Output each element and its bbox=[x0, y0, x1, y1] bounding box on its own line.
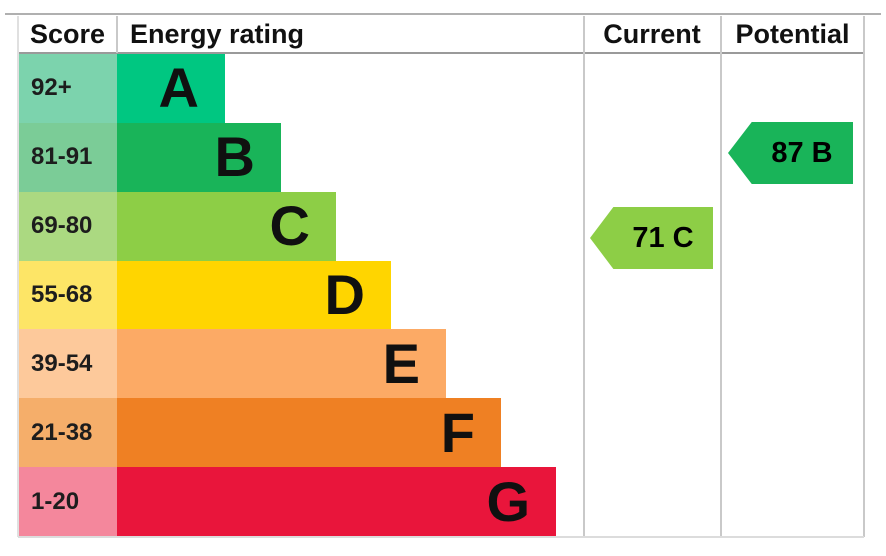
score-range-label: 81-91 bbox=[18, 122, 117, 192]
band-row-c: 69-80 C bbox=[18, 191, 864, 261]
score-column-header: Score bbox=[29, 19, 106, 49]
rating-bar-g: G bbox=[117, 467, 556, 537]
band-row-e: 39-54 E bbox=[18, 329, 864, 399]
potential-rating-arrow: 87 B bbox=[728, 122, 853, 184]
top-border-line bbox=[5, 13, 881, 15]
current-column-divider bbox=[583, 16, 585, 537]
rating-bar-c: C bbox=[117, 191, 336, 261]
header-underline bbox=[18, 52, 864, 54]
score-range-label: 21-38 bbox=[18, 398, 117, 468]
rating-bar-e: E bbox=[117, 329, 446, 399]
current-column-header: Current bbox=[603, 19, 701, 49]
band-row-b: 81-91 B bbox=[18, 122, 864, 192]
score-range-label: 55-68 bbox=[18, 260, 117, 330]
rating-bar-b: B bbox=[117, 122, 281, 192]
current-rating-label: 71 C bbox=[632, 221, 694, 254]
score-rating-divider bbox=[116, 16, 118, 53]
table-left-border bbox=[17, 16, 19, 537]
score-range-label: 39-54 bbox=[18, 329, 117, 399]
energy-rating-column-header: Energy rating bbox=[130, 19, 305, 49]
band-row-a: 92+ A bbox=[18, 54, 864, 123]
potential-column-divider bbox=[720, 16, 722, 537]
band-row-d: 55-68 D bbox=[18, 260, 864, 330]
potential-column-header: Potential bbox=[735, 19, 850, 49]
band-row-f: 21-38 F bbox=[18, 398, 864, 468]
table-right-border bbox=[863, 16, 865, 537]
rating-bands: 92+ A 81-91 B 69-80 C 55-68 D 39-54 E 21-38 F 1-20 G bbox=[18, 54, 864, 537]
potential-rating-label: 87 B bbox=[771, 136, 833, 169]
band-row-g: 1-20 G bbox=[18, 467, 864, 537]
rating-bar-a: A bbox=[117, 54, 225, 123]
score-range-label: 69-80 bbox=[18, 191, 117, 261]
score-range-label: 1-20 bbox=[18, 467, 117, 537]
score-range-label: 92+ bbox=[18, 54, 117, 123]
rating-bar-f: F bbox=[117, 398, 501, 468]
rating-bar-d: D bbox=[117, 260, 391, 330]
table-bottom-border bbox=[18, 536, 864, 538]
current-rating-arrow: 71 C bbox=[590, 207, 713, 269]
